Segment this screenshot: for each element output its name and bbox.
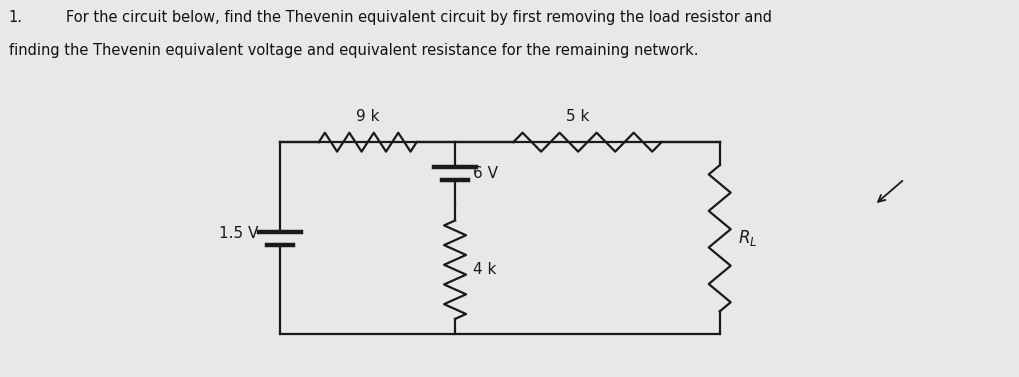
Text: $R_L$: $R_L$ bbox=[738, 228, 757, 248]
Text: 1.: 1. bbox=[9, 10, 22, 25]
Text: finding the Thevenin equivalent voltage and equivalent resistance for the remain: finding the Thevenin equivalent voltage … bbox=[9, 43, 698, 58]
Text: 9 k: 9 k bbox=[356, 109, 379, 124]
Text: 5 k: 5 k bbox=[566, 109, 589, 124]
Text: 6 V: 6 V bbox=[473, 166, 498, 181]
Text: 4 k: 4 k bbox=[473, 262, 496, 277]
Text: 1.5 V: 1.5 V bbox=[219, 226, 259, 241]
Text: For the circuit below, find the Thevenin equivalent circuit by first removing th: For the circuit below, find the Thevenin… bbox=[65, 10, 771, 25]
